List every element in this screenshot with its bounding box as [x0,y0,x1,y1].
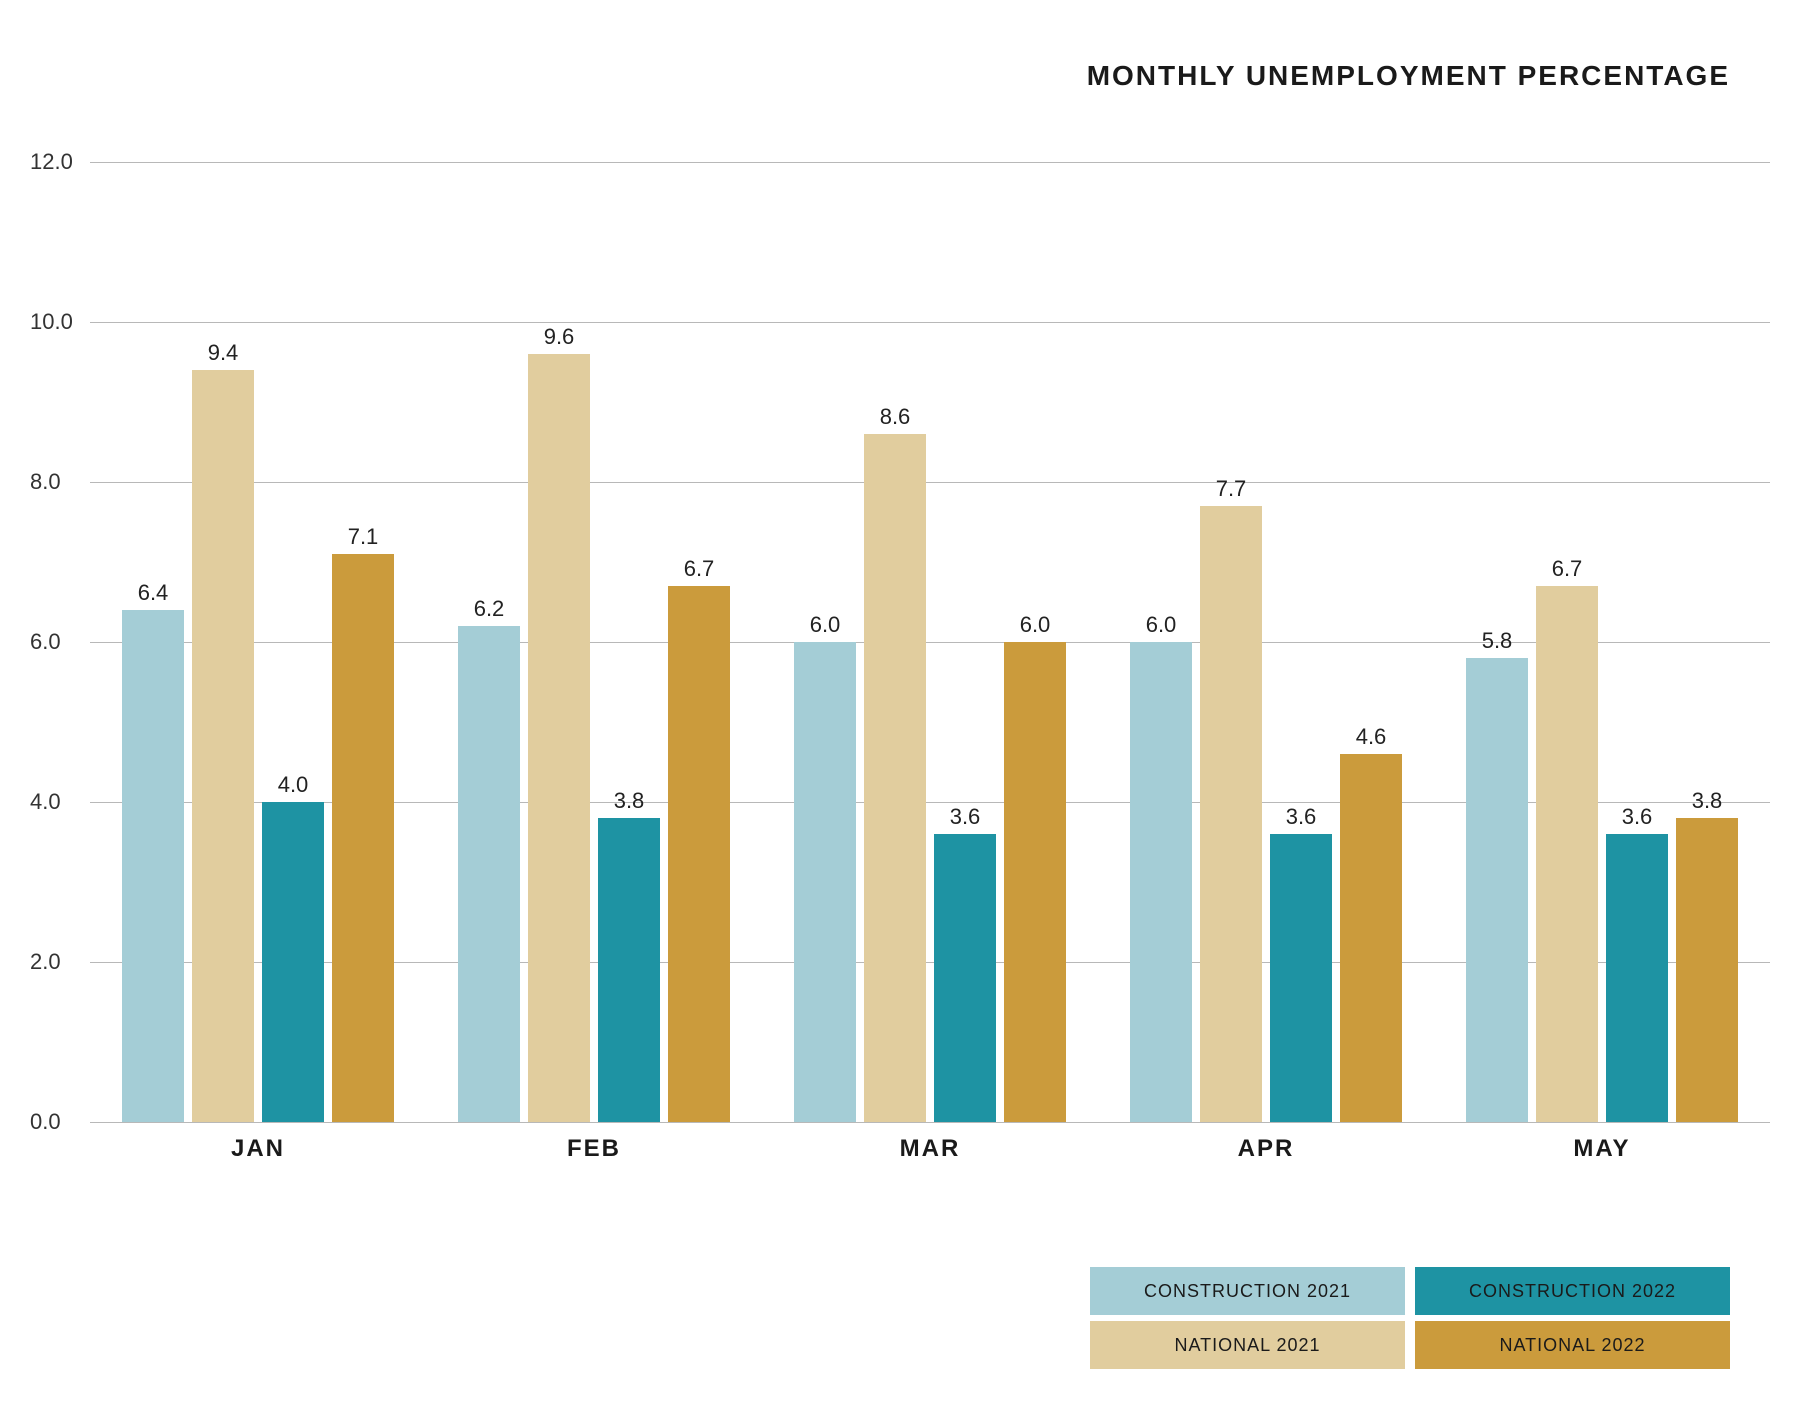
legend: CONSTRUCTION 2021CONSTRUCTION 2022NATION… [1090,1267,1730,1369]
legend-item: NATIONAL 2022 [1415,1321,1730,1369]
bar: 3.8 [598,818,660,1122]
bar: 6.0 [1004,642,1066,1122]
bar: 6.4 [122,610,184,1122]
bar: 3.6 [934,834,996,1122]
gridline [90,1122,1770,1123]
bar-value-label: 6.0 [794,612,856,638]
bar-value-label: 3.6 [1606,804,1668,830]
chart-title: MONTHLY UNEMPLOYMENT PERCENTAGE [1087,60,1730,92]
legend-item: CONSTRUCTION 2021 [1090,1267,1405,1315]
x-tick-label: MAR [900,1135,961,1163]
bar: 6.2 [458,626,520,1122]
bar: 7.1 [332,554,394,1122]
legend-item: NATIONAL 2021 [1090,1321,1405,1369]
plot-area: 0.02.04.06.08.010.012.06.49.44.07.16.29.… [90,162,1770,1122]
bar-value-label: 3.8 [598,788,660,814]
x-tick-label: APR [1238,1135,1295,1163]
bar-value-label: 8.6 [864,404,926,430]
bar-value-label: 6.0 [1130,612,1192,638]
x-tick-label: JAN [231,1135,285,1163]
bar-value-label: 6.4 [122,580,184,606]
bar: 3.6 [1606,834,1668,1122]
bar-value-label: 5.8 [1466,628,1528,654]
y-tick-label: 12.0 [30,149,80,175]
bar: 8.6 [864,434,926,1122]
bar-value-label: 4.0 [262,772,324,798]
bar-value-label: 6.2 [458,596,520,622]
y-tick-label: 2.0 [30,949,80,975]
bar-value-label: 7.1 [332,524,394,550]
y-tick-label: 0.0 [30,1109,80,1135]
legend-item: CONSTRUCTION 2022 [1415,1267,1730,1315]
bar: 6.7 [668,586,730,1122]
bar: 3.6 [1270,834,1332,1122]
bar: 6.0 [794,642,856,1122]
bar-value-label: 6.7 [1536,556,1598,582]
bar: 7.7 [1200,506,1262,1122]
y-tick-label: 10.0 [30,309,80,335]
bar-value-label: 6.0 [1004,612,1066,638]
y-tick-label: 4.0 [30,789,80,815]
bar: 3.8 [1676,818,1738,1122]
y-tick-label: 6.0 [30,629,80,655]
x-tick-label: FEB [567,1135,621,1163]
bar: 6.7 [1536,586,1598,1122]
bar-value-label: 6.7 [668,556,730,582]
bar: 9.6 [528,354,590,1122]
bar-value-label: 3.8 [1676,788,1738,814]
bar-value-label: 3.6 [934,804,996,830]
bar: 5.8 [1466,658,1528,1122]
x-tick-label: MAY [1573,1135,1630,1163]
bar: 9.4 [192,370,254,1122]
bar-value-label: 9.4 [192,340,254,366]
y-tick-label: 8.0 [30,469,80,495]
bar: 4.0 [262,802,324,1122]
bars-layer: 6.49.44.07.16.29.63.86.76.08.63.66.06.07… [90,162,1770,1122]
chart-area: 0.02.04.06.08.010.012.06.49.44.07.16.29.… [90,150,1770,1160]
bar-value-label: 7.7 [1200,476,1262,502]
bar-value-label: 9.6 [528,324,590,350]
bar: 4.6 [1340,754,1402,1122]
bar-value-label: 4.6 [1340,724,1402,750]
page: MONTHLY UNEMPLOYMENT PERCENTAGE 0.0 2.0 4.… [0,0,1800,1419]
bar: 6.0 [1130,642,1192,1122]
bar-value-label: 3.6 [1270,804,1332,830]
